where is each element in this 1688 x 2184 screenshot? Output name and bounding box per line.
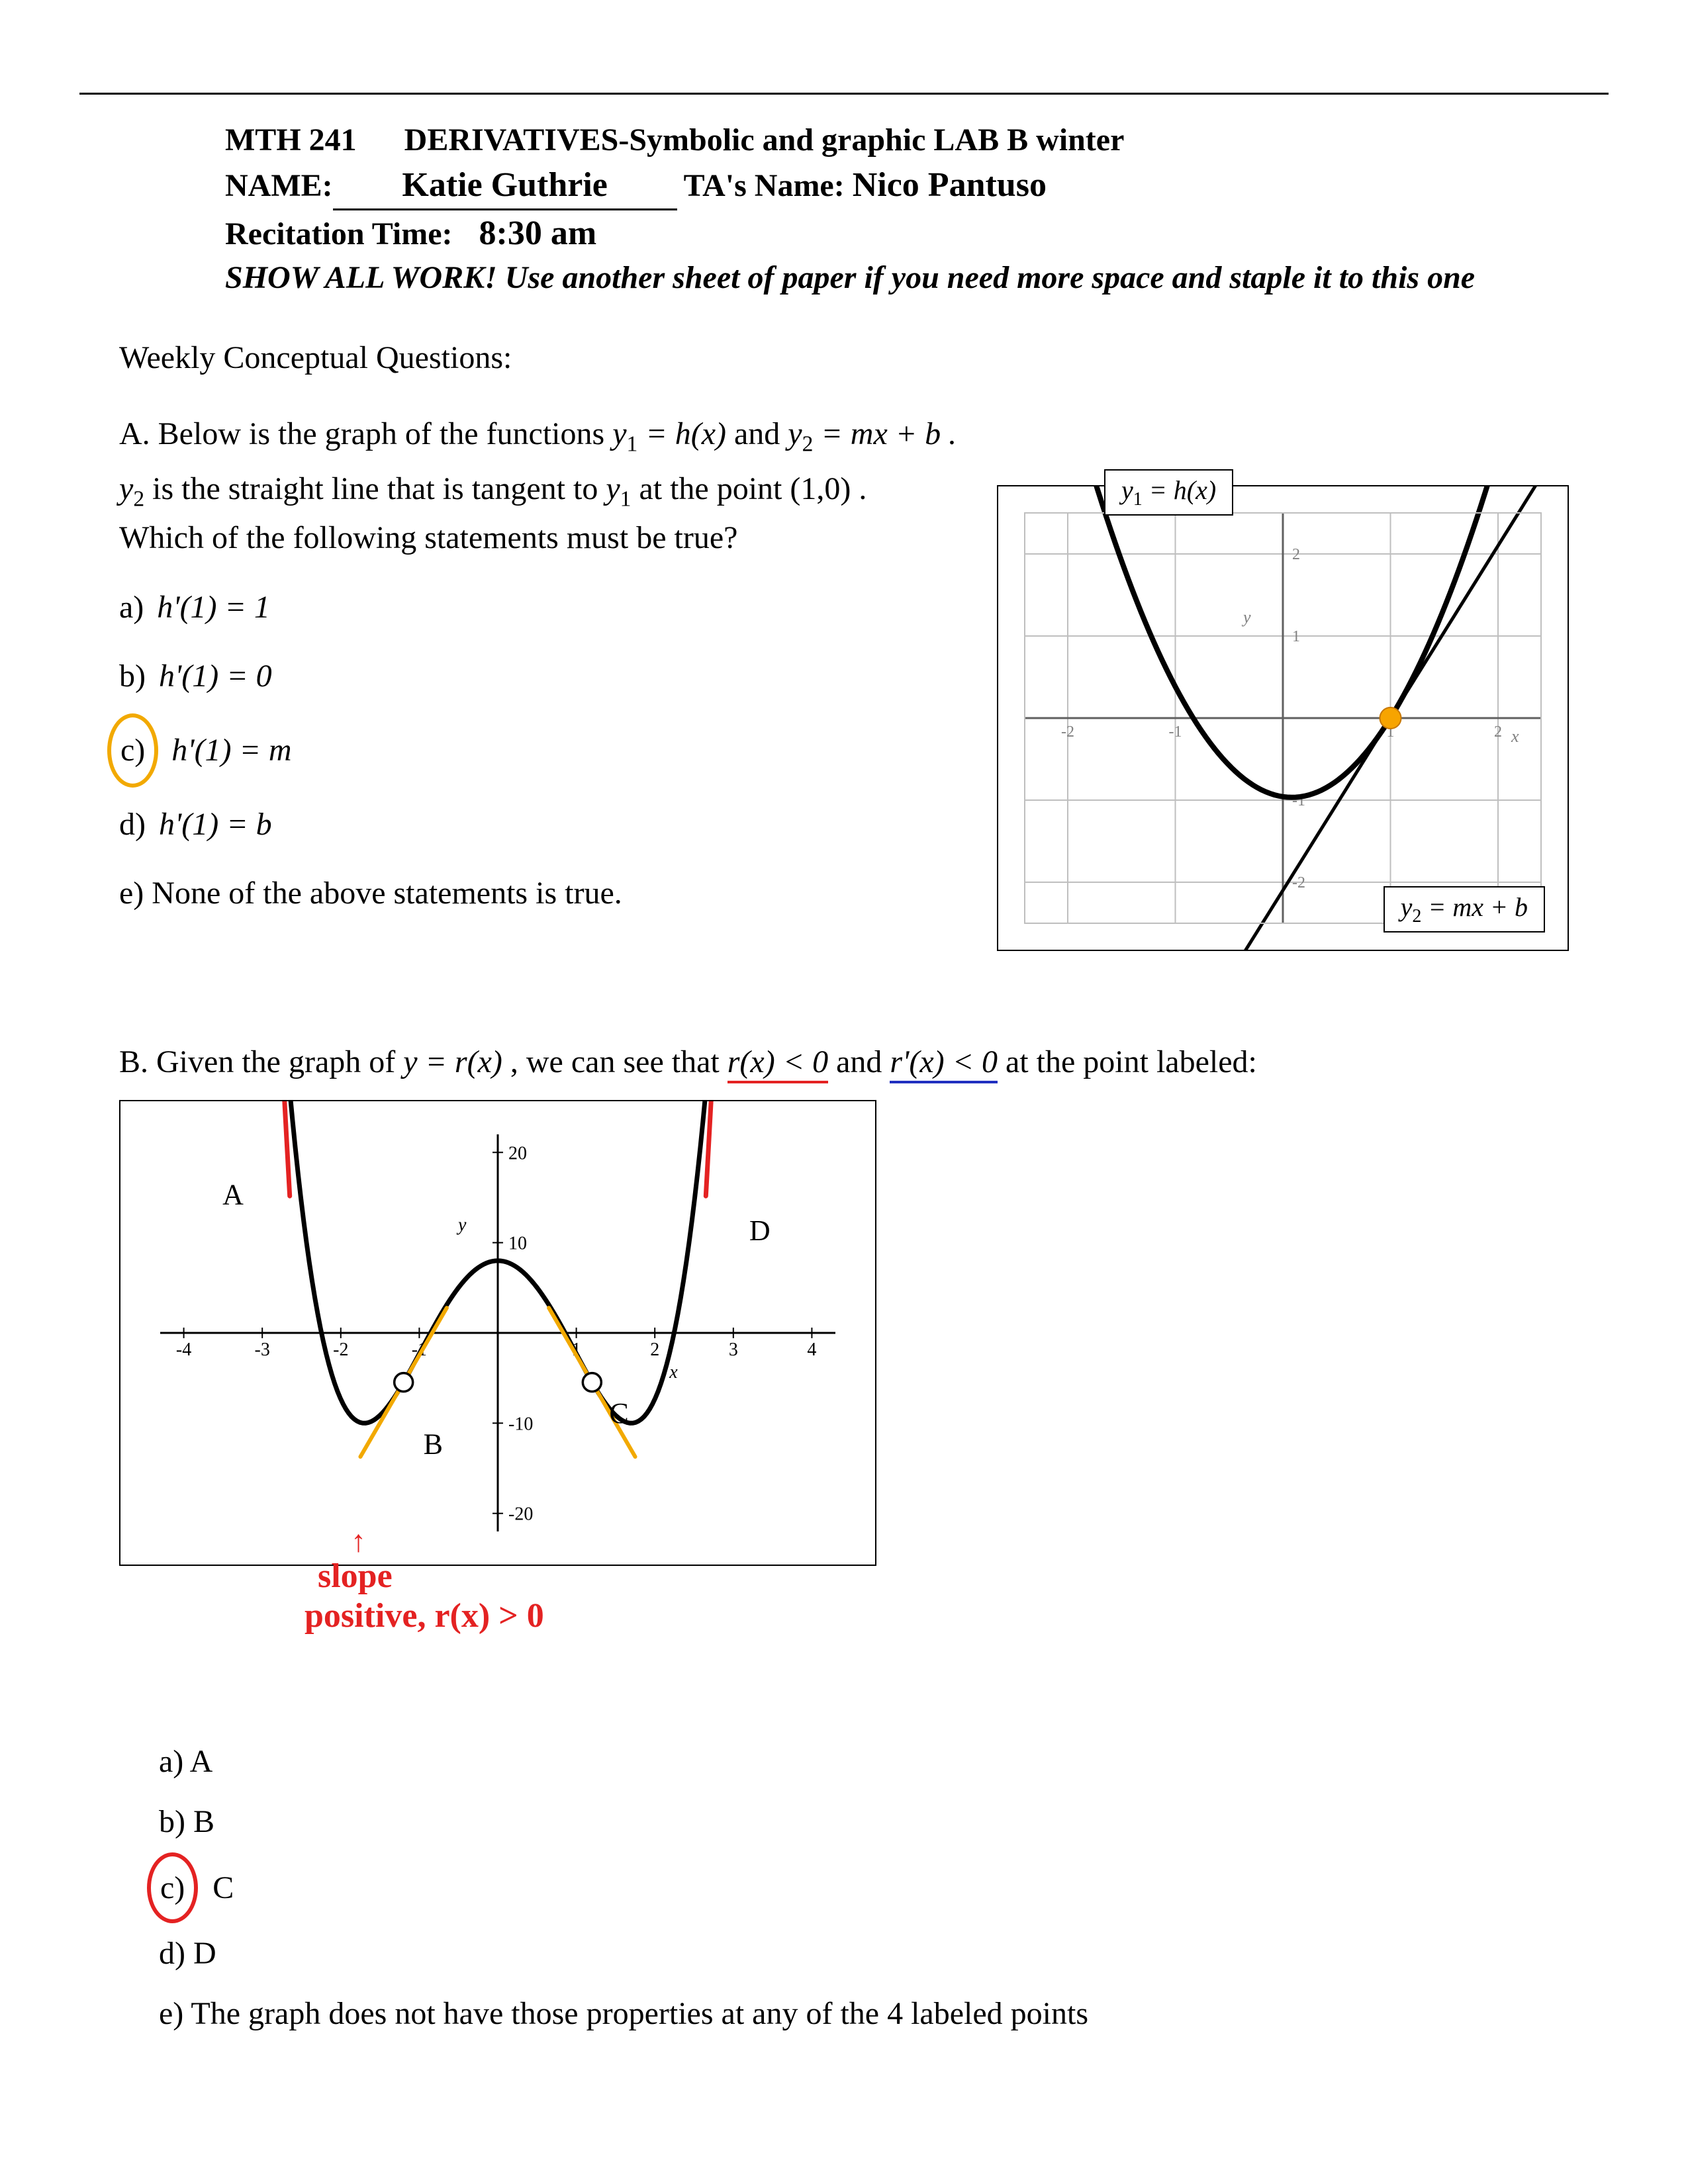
qa-b-key: b)	[119, 659, 146, 694]
svg-text:-3: -3	[255, 1340, 270, 1360]
qa-l2-y1: y	[606, 471, 620, 506]
qb-intro: B. Given the graph of y = r(x) , we can …	[119, 1044, 1569, 1080]
svg-text:x: x	[1511, 727, 1519, 746]
qa-y2: y	[788, 416, 802, 451]
course-code: MTH 241	[225, 119, 357, 162]
qa-d-key: d)	[119, 807, 146, 842]
header-line1: MTH 241 DERIVATIVES-Symbolic and graphic…	[225, 119, 1489, 162]
qa-eq1: = h(x)	[645, 416, 726, 451]
qb-opt-b: b) B	[159, 1792, 1569, 1852]
chart-a-label-y2: y2 = mx + b	[1383, 886, 1545, 933]
ta-name: Nico Pantuso	[853, 162, 1047, 208]
recitation-time: 8:30 am	[479, 210, 597, 257]
chart-b: -4-3-2-11234-20-101020xyADBC	[119, 1100, 876, 1566]
worksheet-title: DERIVATIVES-Symbolic and graphic LAB B w…	[404, 119, 1125, 162]
qa-c-math: h'(1) = m	[171, 733, 291, 768]
qb-opt-a: a) A	[159, 1731, 1569, 1792]
header: MTH 241 DERIVATIVES-Symbolic and graphic…	[225, 119, 1489, 300]
qa-a-key: a)	[119, 590, 144, 625]
qa-l2-post: at the point (1,0) .	[639, 471, 867, 506]
chart-a: y1 = h(x) y2 = mx + b -2-112-2-112xy	[997, 485, 1569, 951]
svg-text:1: 1	[1292, 628, 1300, 645]
qb-opt-e: e) The graph does not have those propert…	[159, 1983, 1569, 2044]
svg-text:C: C	[609, 1397, 628, 1430]
chart-a-svg: -2-112-2-112xy	[998, 486, 1568, 950]
qb-opt-d: d) D	[159, 1923, 1569, 1983]
question-a: A. Below is the graph of the functions y…	[119, 416, 1569, 951]
svg-text:-2: -2	[333, 1340, 348, 1360]
qb-c-val: C	[212, 1870, 234, 1905]
qa-b-math: h'(1) = 0	[159, 659, 272, 694]
qa-and: and	[734, 416, 788, 451]
qb-intro-r: r(x) < 0	[727, 1044, 828, 1083]
qa-sub1: 1	[627, 432, 638, 457]
qb-opt-c: c) C	[159, 1852, 1569, 1923]
student-name: Katie Guthrie	[402, 166, 608, 204]
question-b: B. Given the graph of y = r(x) , we can …	[119, 1044, 1569, 2044]
svg-text:-2: -2	[1061, 723, 1074, 741]
worksheet-page: MTH 241 DERIVATIVES-Symbolic and graphic…	[0, 0, 1688, 2184]
svg-text:y: y	[1241, 608, 1251, 627]
qb-intro-and: and	[836, 1044, 890, 1079]
qa-eq2: = mx + b .	[821, 416, 957, 451]
qa-line1: A. Below is the graph of the functions y…	[119, 416, 1569, 457]
qb-intro-fn: y = r(x)	[403, 1044, 502, 1079]
svg-text:20: 20	[508, 1143, 527, 1163]
qb-annot-positive: positive, r(x) > 0	[305, 1596, 544, 1635]
svg-text:2: 2	[1292, 546, 1300, 563]
chart-b-svg: -4-3-2-11234-20-101020xyADBC	[120, 1101, 875, 1565]
qb-c-key: c)	[160, 1870, 185, 1905]
header-top-rule	[79, 93, 1609, 95]
qa-a-math: h'(1) = 1	[157, 590, 270, 625]
svg-text:D: D	[749, 1214, 771, 1247]
header-line3: Recitation Time: 8:30 am	[225, 210, 1489, 257]
header-line2: NAME: Katie Guthrie TA's Name: Nico Pant…	[225, 162, 1489, 210]
qa-l2-sub1: 1	[620, 486, 632, 511]
svg-text:2: 2	[1494, 723, 1502, 741]
svg-text:-4: -4	[176, 1340, 191, 1360]
qb-intro-post: at the point labeled:	[1006, 1044, 1257, 1079]
qa-c-circle: c)	[107, 713, 158, 788]
svg-text:10: 10	[508, 1234, 527, 1254]
qa-y1: y	[612, 416, 626, 451]
svg-text:y: y	[456, 1215, 467, 1236]
svg-text:-10: -10	[508, 1414, 533, 1435]
qb-chart-wrap: -4-3-2-11234-20-101020xyADBC ↑ slope pos…	[119, 1100, 1569, 1566]
qb-annot-slope: slope	[318, 1557, 393, 1596]
qa-l2-sub2: 2	[133, 486, 144, 511]
qa-c-key: c)	[120, 733, 145, 768]
qb-intro-rp: r'(x) < 0	[890, 1044, 998, 1083]
weekly-heading: Weekly Conceptual Questions:	[119, 340, 1569, 376]
qb-answers: a) A b) B c) C d) D e) The graph does no…	[159, 1731, 1569, 2044]
ta-label: TA's Name:	[684, 165, 845, 208]
name-label: NAME:	[225, 165, 333, 208]
qa-sub2: 2	[802, 432, 814, 457]
qa-intro-pre: A. Below is the graph of the functions	[119, 416, 612, 451]
qa-d-math: h'(1) = b	[159, 807, 272, 842]
recitation-label: Recitation Time:	[225, 213, 453, 256]
svg-text:-1: -1	[1169, 723, 1182, 741]
qb-annot-arrow: ↑	[351, 1524, 366, 1559]
qa-l2-mid: is the straight line that is tangent to	[152, 471, 606, 506]
svg-text:2: 2	[650, 1340, 659, 1360]
svg-text:x: x	[669, 1362, 678, 1383]
svg-text:4: 4	[807, 1340, 816, 1360]
qa-l2-y2: y	[119, 471, 133, 506]
svg-text:-2: -2	[1292, 874, 1305, 891]
svg-text:3: 3	[729, 1340, 738, 1360]
qb-intro-mid: , we can see that	[510, 1044, 727, 1079]
svg-text:A: A	[222, 1179, 244, 1211]
qb-intro-pre: B. Given the graph of	[119, 1044, 403, 1079]
chart-a-label-y1: y1 = h(x)	[1104, 469, 1233, 516]
instructions: SHOW ALL WORK! Use another sheet of pape…	[225, 257, 1489, 300]
qb-c-circle: c)	[147, 1852, 198, 1923]
name-underline: Katie Guthrie	[333, 162, 677, 210]
svg-text:-20: -20	[508, 1504, 533, 1525]
svg-text:B: B	[424, 1428, 443, 1461]
